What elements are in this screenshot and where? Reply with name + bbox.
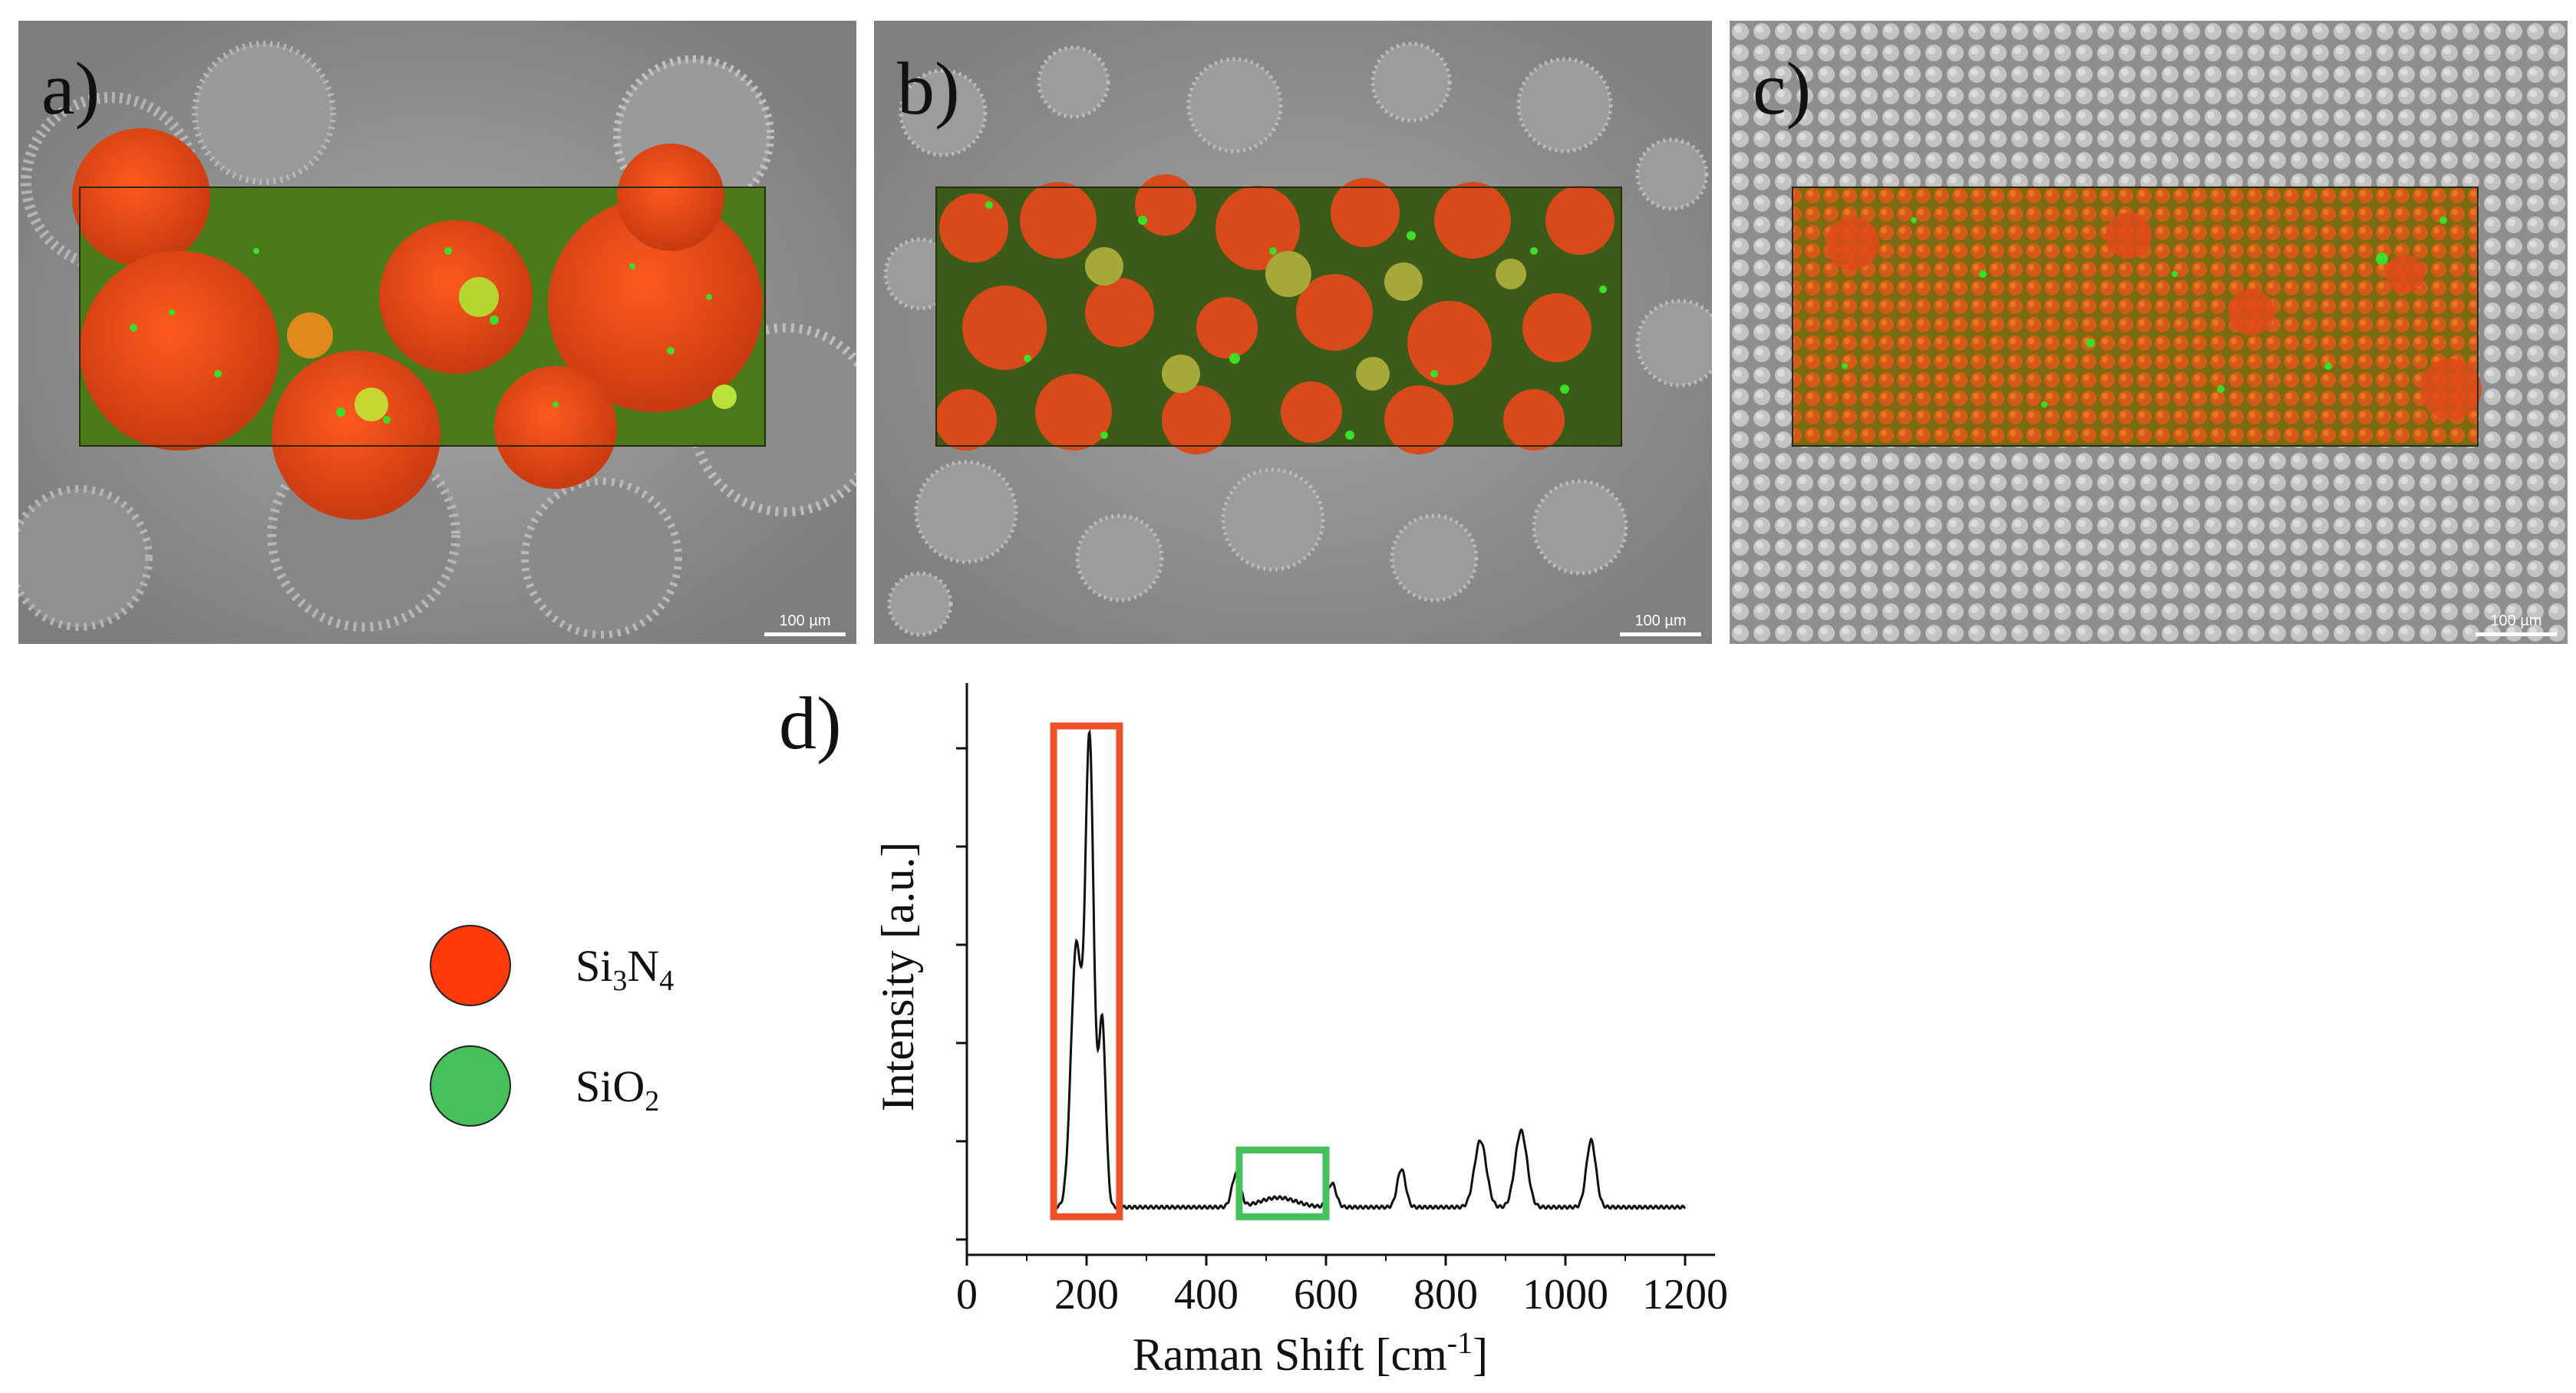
x-tick-label: 400	[1174, 1271, 1239, 1319]
sio2-highlight-box	[1235, 1146, 1330, 1220]
panel-label-b: b)	[897, 48, 960, 130]
micrograph-image-b	[874, 21, 1712, 644]
micrograph-panel-a: a) 100 µm	[18, 21, 856, 644]
x-tick-label: 1000	[1522, 1271, 1608, 1319]
scale-bar: 100 µm	[764, 609, 846, 636]
x-tick-label: 200	[1054, 1271, 1119, 1319]
scale-bar-line	[2475, 632, 2557, 636]
legend-label-si3n4: Si3N4	[576, 941, 675, 997]
scale-bar: 100 µm	[2475, 609, 2557, 636]
raman-spectrum-chart: 0 200 400 600 800 1000 1200 d) Raman Shift [cm-1…	[779, 682, 1728, 1380]
scale-bar: 100 µm	[1620, 609, 1701, 636]
legend-label-sio2: SiO2	[576, 1061, 660, 1117]
legend-item-sio2: SiO2	[430, 1045, 737, 1130]
spectrum-line	[1056, 728, 1687, 1210]
legend-swatch-sio2	[430, 1045, 511, 1127]
legend-item-si3n4: Si3N4	[430, 925, 737, 1009]
micrograph-image-c	[1730, 21, 2568, 644]
panel-label-c: c)	[1753, 48, 1812, 130]
micrograph-panel-b: b) 100 µm	[874, 21, 1712, 644]
panel-label-d: d)	[779, 682, 842, 765]
y-axis-label: Intensity [a.u.]	[872, 842, 923, 1112]
scale-bar-label: 100 µm	[779, 612, 831, 629]
scale-bar-line	[1620, 632, 1701, 636]
scale-bar-line	[764, 632, 846, 636]
scale-bar-label: 100 µm	[1634, 612, 1687, 629]
x-tick-label: 800	[1413, 1271, 1478, 1319]
si3n4-highlight-box	[1050, 722, 1123, 1220]
panel-label-a: a)	[41, 48, 101, 130]
micrograph-image-a	[18, 21, 856, 644]
x-tick-label: 0	[956, 1271, 978, 1319]
x-axis-label: Raman Shift [cm-1]	[1133, 1325, 1488, 1380]
micrograph-panel-c: c) 100 µm	[1730, 21, 2568, 644]
x-tick-label: 600	[1294, 1271, 1358, 1319]
x-tick-label: 1200	[1642, 1271, 1728, 1319]
scale-bar-label: 100 µm	[2490, 612, 2542, 629]
legend-swatch-si3n4	[430, 925, 511, 1006]
